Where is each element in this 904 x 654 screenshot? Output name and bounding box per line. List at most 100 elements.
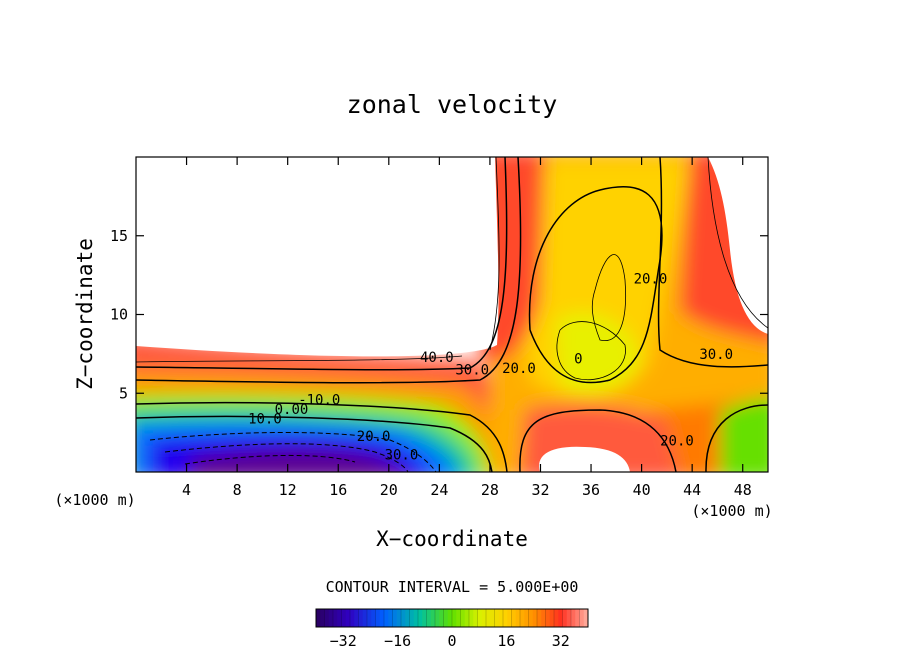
colorbar-segment (409, 609, 415, 627)
colorbar-segment (447, 609, 453, 627)
colorbar-segment (537, 609, 542, 627)
contour-label: 0.00 (275, 402, 309, 418)
colorbar-tick-label: −16 (384, 632, 411, 650)
colorbar-segment (452, 609, 457, 627)
colorbar-segment (456, 609, 461, 627)
colorbar-segment (443, 609, 449, 627)
colorbar-segment (503, 609, 508, 627)
colorbar-segment (545, 609, 551, 627)
y-axis-title: Z−coordinate (73, 238, 97, 390)
colorbar-tick-label: 32 (552, 632, 570, 650)
colorbar-segment (554, 609, 559, 627)
colorbar-segment (375, 609, 381, 627)
x-axis-title: X−coordinate (376, 527, 528, 551)
colorbar-segment (337, 609, 342, 627)
x-tick-label: 8 (233, 481, 242, 499)
contour-label: 40.0 (420, 350, 454, 366)
colorbar-segment (486, 609, 491, 627)
colorbar-segment (384, 609, 389, 627)
x-tick-label: 48 (734, 481, 752, 499)
colorbar (315, 608, 589, 628)
contour-label: 30.0 (455, 363, 489, 379)
x-unit-right: (×1000 m) (691, 502, 772, 520)
contour-label: 20.0 (660, 434, 694, 450)
colorbar-tick-label: −32 (330, 632, 357, 650)
x-tick-label: 32 (531, 481, 549, 499)
colorbar-segment (494, 609, 500, 627)
colorbar-segment (464, 609, 470, 627)
contour-field (136, 157, 768, 472)
colorbar-segment (460, 609, 466, 627)
x-tick-label: 4 (182, 481, 191, 499)
x-tick-label: 16 (329, 481, 347, 499)
colorbar-segment (388, 609, 393, 627)
colorbar-segment (562, 609, 568, 627)
colorbar-segment (558, 609, 563, 627)
x-tick-label: 20 (380, 481, 398, 499)
colorbar-segment (354, 609, 359, 627)
colorbar-tick-label: 0 (447, 632, 456, 650)
contour-interval-note: CONTOUR INTERVAL = 5.000E+00 (326, 578, 579, 596)
colorbar-segment (481, 609, 487, 627)
colorbar-segment (328, 609, 334, 627)
colorbar-segment (316, 609, 321, 627)
colorbar-segment (583, 609, 589, 627)
colorbar-segment (473, 609, 478, 627)
colorbar-segment (439, 609, 444, 627)
chart-title: zonal velocity (347, 90, 558, 119)
colorbar-segment (549, 609, 555, 627)
colorbar-segment (541, 609, 546, 627)
contour-label: 0 (574, 352, 582, 368)
colorbar-segment (435, 609, 440, 627)
contour-label: 20.0 (502, 361, 536, 377)
colorbar-segment (575, 609, 580, 627)
colorbar-segment (362, 609, 368, 627)
colorbar-segment (401, 609, 406, 627)
colorbar-segment (532, 609, 538, 627)
colorbar-segment (413, 609, 419, 627)
y-tick-label: 10 (110, 306, 128, 324)
x-tick-label: 44 (683, 481, 701, 499)
colorbar-segment (350, 609, 355, 627)
colorbar-segment (507, 609, 512, 627)
y-axis: 5 10 15 (110, 227, 768, 402)
x-tick-label: 40 (633, 481, 651, 499)
contour-labels: 40.030.0 20.020.030.00-10.00.0010.020.030… (248, 271, 733, 463)
contour-label: 20.0 (357, 429, 391, 445)
colorbar-segment (579, 609, 585, 627)
colorbar-segment (396, 609, 402, 627)
x-unit-left: (×1000 m) (54, 491, 135, 509)
x-tick-label: 36 (582, 481, 600, 499)
colorbar-segment (358, 609, 364, 627)
colorbar-segment (515, 609, 521, 627)
colorbar-segment (566, 609, 572, 627)
y-tick-label: 5 (119, 384, 128, 402)
colorbar-segment (345, 609, 351, 627)
colorbar-segment (418, 609, 423, 627)
colorbar-segment (490, 609, 495, 627)
contour-label: 30.0 (385, 448, 419, 464)
x-tick-label: 24 (430, 481, 448, 499)
colorbar-segment (405, 609, 410, 627)
colorbar-tick-label: 16 (497, 632, 515, 650)
colorbar-segment (571, 609, 576, 627)
contour-label: 10.0 (248, 411, 282, 427)
contour-label: 30.0 (699, 347, 733, 363)
colorbar-segment (367, 609, 372, 627)
colorbar-segment (320, 609, 325, 627)
colorbar-segment (422, 609, 427, 627)
contour-label: -10.0 (298, 393, 340, 409)
colorbar-segment (511, 609, 517, 627)
x-tick-label: 28 (481, 481, 499, 499)
colorbar-segment (430, 609, 436, 627)
colorbar-segment (341, 609, 347, 627)
contour-label: 20.0 (634, 271, 668, 287)
colorbar-segment (379, 609, 385, 627)
x-axis: 4 8 12 16 20 24 28 32 36 40 44 48 (182, 157, 752, 499)
colorbar-segment (333, 609, 338, 627)
colorbar-segment (498, 609, 504, 627)
x-tick-label: 12 (279, 481, 297, 499)
colorbar-frame (315, 608, 589, 628)
colorbar-segment (528, 609, 534, 627)
